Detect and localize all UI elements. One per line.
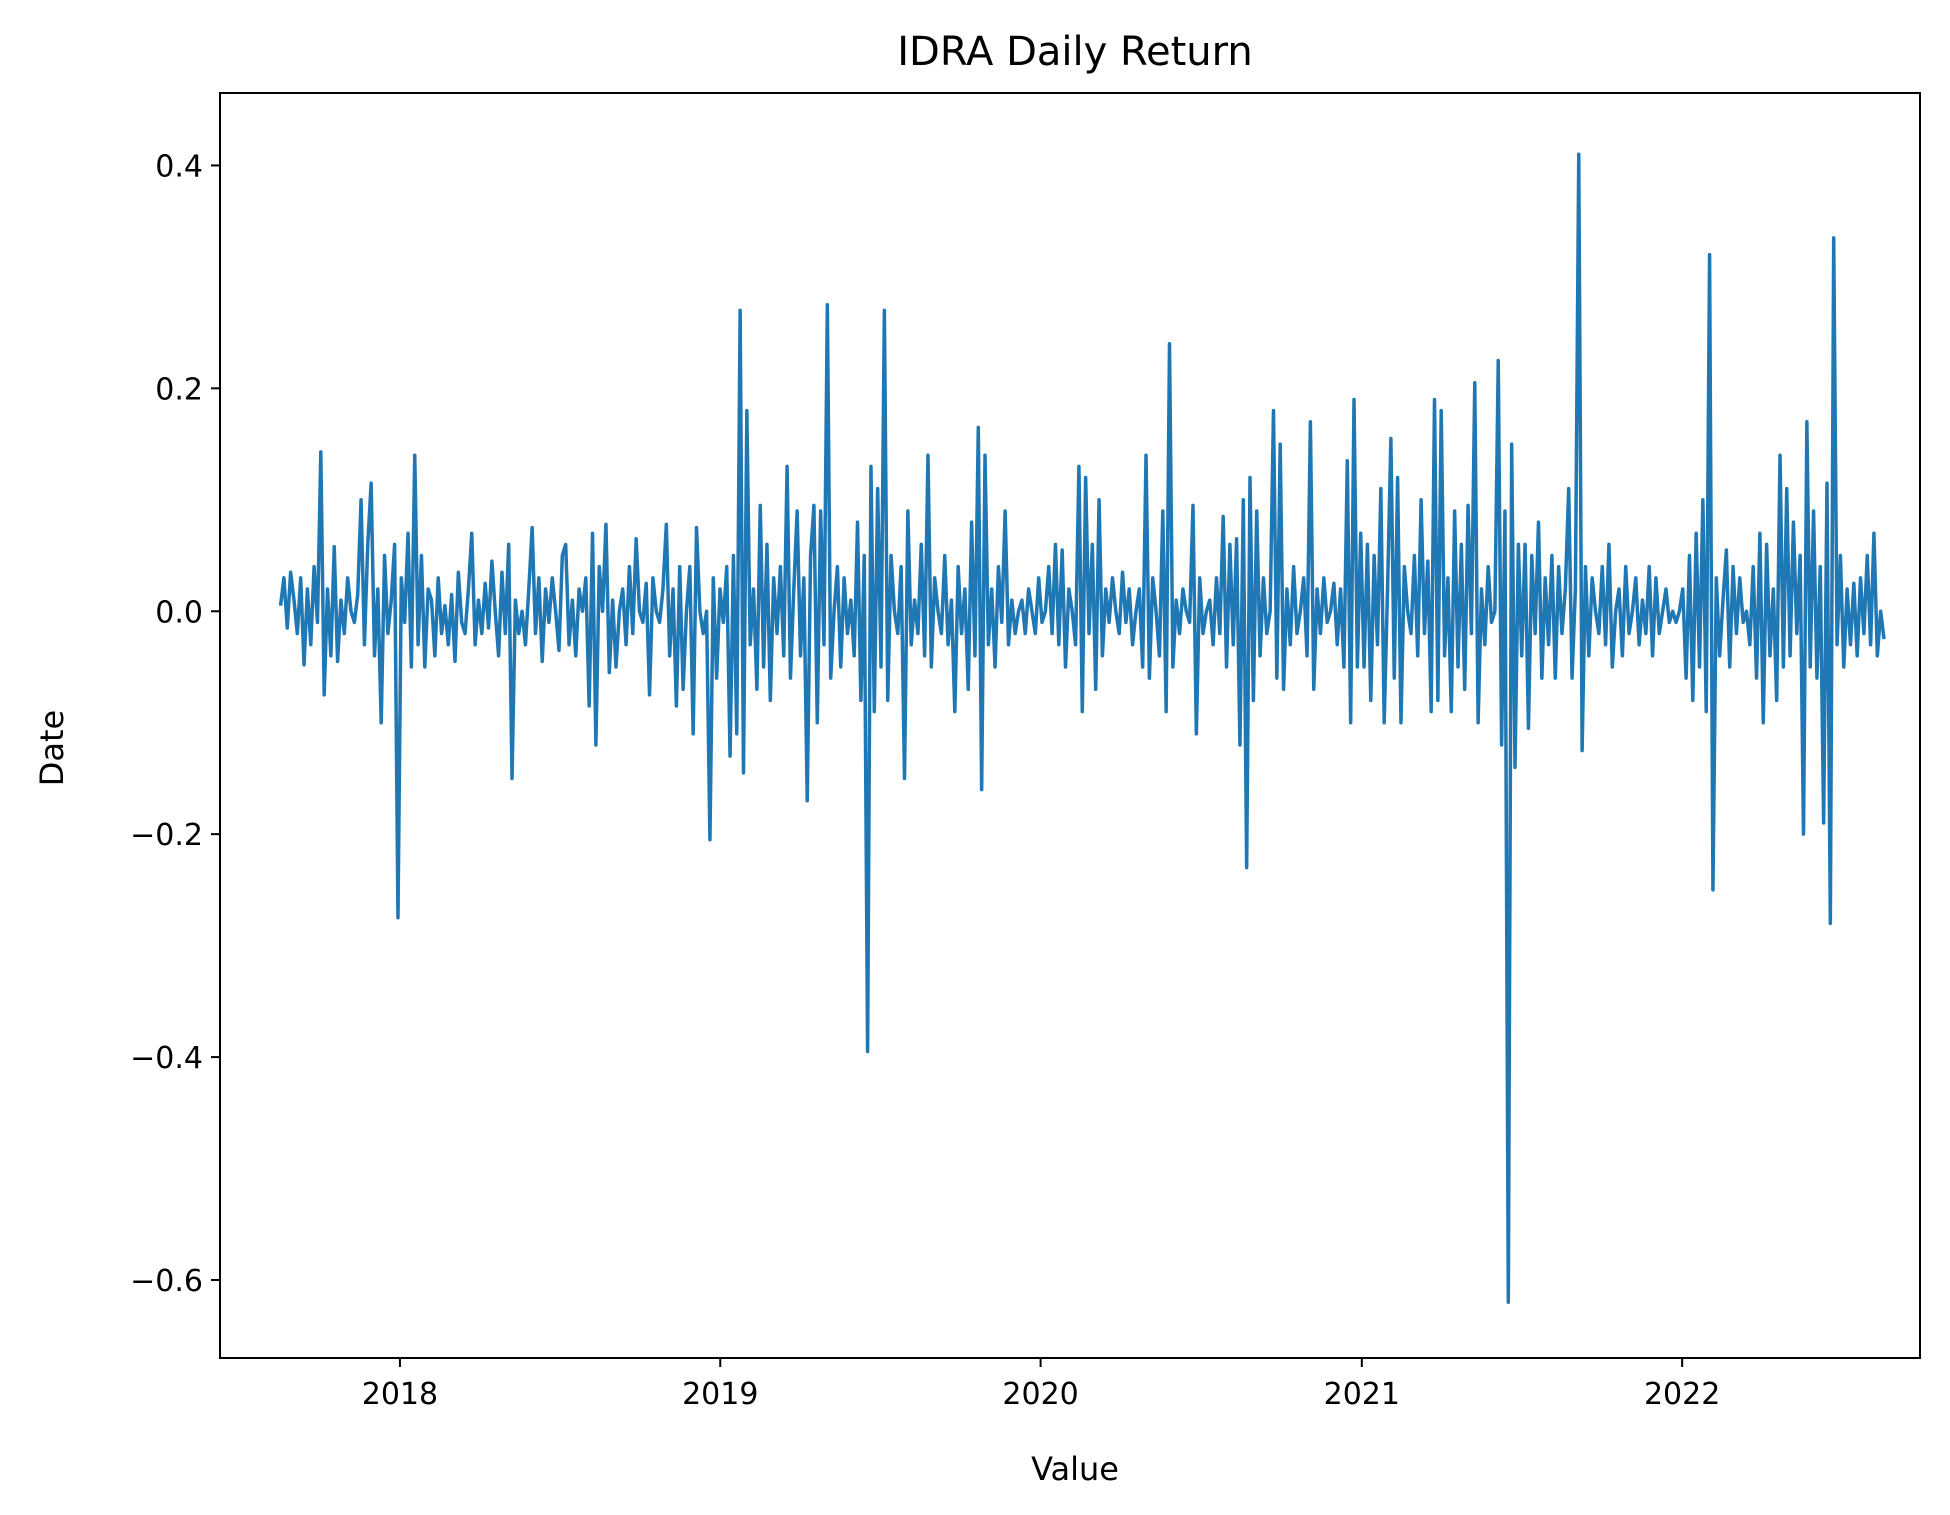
x-tick-label: 2018 (362, 1377, 438, 1412)
y-axis-title: Date (33, 710, 71, 786)
x-tick-label: 2020 (1002, 1377, 1078, 1412)
chart-title: IDRA Daily Return (897, 29, 1253, 75)
y-tick-label: −0.6 (130, 1264, 203, 1299)
series-line-0 (278, 152, 1886, 1305)
x-axis-ticks: 2018 2019 2020 2021 2022 (362, 1358, 1720, 1412)
y-tick-label: −0.2 (130, 818, 203, 853)
x-tick-label: 2022 (1644, 1377, 1720, 1412)
axes-frame (219, 92, 1921, 1359)
y-tick-label: 0.4 (155, 149, 203, 184)
y-axis-ticks: 0.4 0.2 0.0 −0.2 −0.4 −0.6 (130, 149, 220, 1299)
x-tick-label: 2021 (1324, 1377, 1400, 1412)
x-axis-title: Value (1031, 1450, 1119, 1488)
plot-area (278, 152, 1886, 1305)
x-tick-label: 2019 (682, 1377, 758, 1412)
y-tick-label: 0.0 (155, 595, 203, 630)
y-tick-label: −0.4 (130, 1041, 203, 1076)
y-tick-label: 0.2 (155, 372, 203, 407)
